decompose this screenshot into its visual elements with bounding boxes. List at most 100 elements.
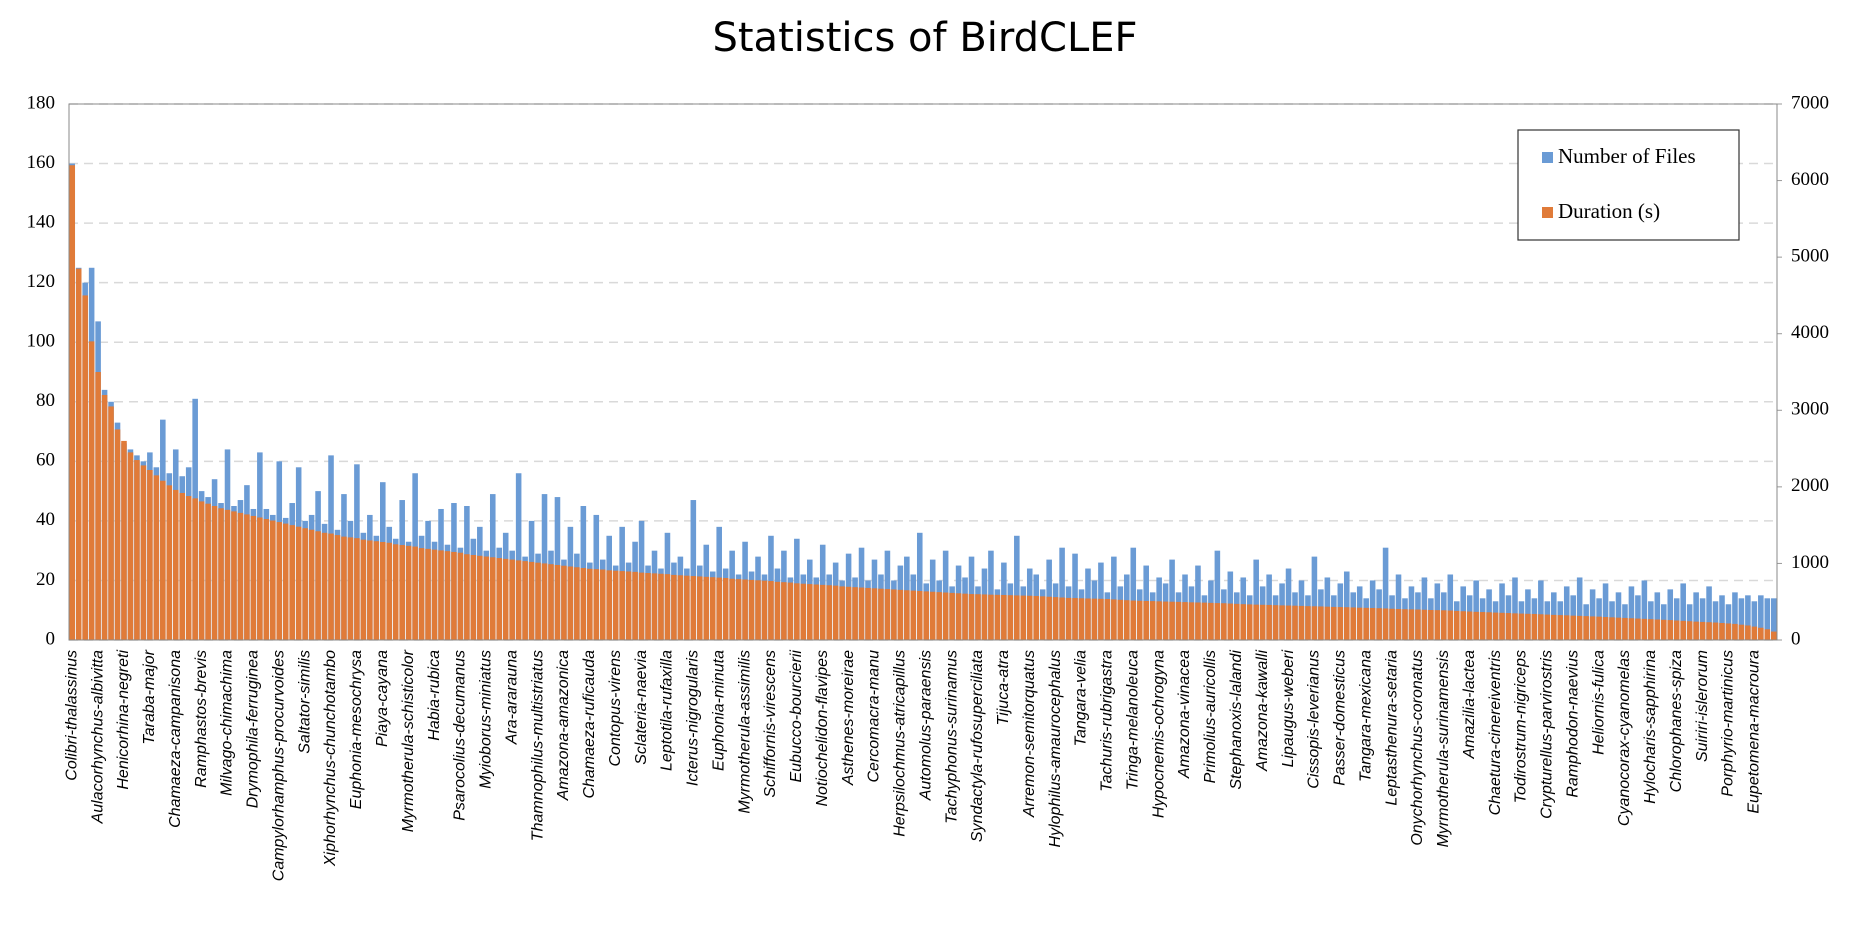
bar bbox=[761, 580, 768, 640]
bar bbox=[1635, 618, 1641, 640]
bar bbox=[367, 540, 373, 640]
bar bbox=[709, 577, 716, 640]
bar bbox=[114, 429, 121, 640]
y2-tick-label: 4000 bbox=[1791, 322, 1829, 343]
bar bbox=[101, 394, 108, 640]
bar bbox=[955, 593, 962, 640]
y2-tick-label: 6000 bbox=[1791, 169, 1829, 190]
bar bbox=[244, 514, 250, 640]
bar bbox=[386, 542, 393, 640]
x-tick-label: Chlorophanes-spiza bbox=[1668, 650, 1685, 792]
bar bbox=[1505, 613, 1512, 640]
bar bbox=[444, 551, 451, 640]
bar bbox=[819, 584, 826, 640]
bar bbox=[425, 548, 431, 640]
y2-tick-label: 0 bbox=[1791, 628, 1801, 649]
bar bbox=[1770, 631, 1777, 640]
bar bbox=[1020, 595, 1027, 640]
bar bbox=[599, 569, 606, 640]
bar bbox=[1680, 620, 1686, 640]
y-tick-label: 40 bbox=[36, 509, 55, 530]
bar bbox=[929, 591, 936, 640]
bar bbox=[1428, 609, 1434, 640]
bar bbox=[858, 587, 865, 640]
bar bbox=[1052, 597, 1059, 640]
bar bbox=[1531, 613, 1538, 640]
x-tick-label: Amazona-amazonica bbox=[555, 650, 572, 801]
bar bbox=[1732, 623, 1738, 640]
bar bbox=[936, 592, 942, 640]
x-tick-label: Taraba-major bbox=[141, 649, 158, 744]
bar bbox=[1214, 603, 1221, 640]
bar bbox=[224, 509, 231, 640]
x-tick-label: Schiffornis-virescens bbox=[762, 650, 779, 798]
x-tick-label: Passer-domesticus bbox=[1332, 650, 1349, 786]
bar bbox=[1738, 624, 1745, 640]
bar bbox=[140, 465, 147, 640]
bar bbox=[1648, 619, 1654, 640]
bar bbox=[806, 584, 813, 640]
bar bbox=[1563, 586, 1570, 640]
bar bbox=[697, 576, 703, 640]
x-tick-label: Hypocnemis-ochrogyna bbox=[1150, 650, 1167, 818]
bar bbox=[1039, 596, 1046, 640]
bar bbox=[1195, 602, 1201, 640]
bar bbox=[431, 549, 438, 640]
bar bbox=[949, 592, 955, 640]
bar bbox=[1130, 547, 1137, 640]
x-tick-label: Crypturellus-parvirostris bbox=[1539, 650, 1556, 819]
bar bbox=[1738, 598, 1745, 640]
y2-tick-label: 2000 bbox=[1791, 475, 1829, 496]
x-tick-label: Hylocharis-sapphirina bbox=[1642, 650, 1659, 804]
x-tick-label: Icterus-nigrogularis bbox=[685, 650, 702, 786]
bar bbox=[1240, 604, 1247, 640]
bar bbox=[664, 574, 671, 640]
bar bbox=[69, 165, 76, 640]
bar bbox=[1764, 629, 1771, 640]
bar bbox=[1065, 597, 1072, 640]
bar bbox=[684, 575, 690, 640]
bar bbox=[328, 533, 334, 640]
bar bbox=[1078, 598, 1085, 640]
bar bbox=[1343, 607, 1350, 640]
bar bbox=[1182, 602, 1188, 640]
bar bbox=[1538, 614, 1544, 640]
bar bbox=[509, 559, 515, 640]
bar bbox=[962, 593, 968, 640]
bar bbox=[1544, 614, 1551, 640]
bar bbox=[1143, 600, 1149, 640]
bar bbox=[1104, 599, 1111, 640]
bar bbox=[1589, 589, 1596, 640]
bar bbox=[1447, 610, 1454, 640]
bar bbox=[354, 538, 360, 640]
bar bbox=[787, 582, 794, 640]
bar bbox=[593, 569, 600, 640]
bar bbox=[703, 576, 710, 640]
bar bbox=[205, 503, 211, 640]
y2-tick-label: 7000 bbox=[1791, 92, 1829, 113]
x-tick-label: Amazona-kawalli bbox=[1254, 650, 1271, 772]
bar bbox=[1525, 613, 1531, 640]
bar bbox=[392, 544, 399, 640]
bar bbox=[923, 591, 930, 640]
x-tick-label: Campylorhamphus-procurvoides bbox=[270, 650, 287, 881]
bar bbox=[489, 557, 496, 640]
y-tick-label: 100 bbox=[27, 331, 56, 352]
bar bbox=[1479, 612, 1486, 640]
bar bbox=[82, 295, 88, 640]
x-tick-label: Suiriri-islerorum bbox=[1694, 650, 1711, 762]
legend-swatch bbox=[1542, 152, 1553, 163]
bar bbox=[1460, 611, 1467, 640]
x-tick-label: Chamaeza-ruficauda bbox=[581, 650, 598, 799]
bar bbox=[1615, 592, 1622, 640]
bar bbox=[1453, 610, 1460, 640]
bar bbox=[638, 572, 645, 640]
bar bbox=[1253, 604, 1259, 640]
bar bbox=[1602, 583, 1609, 640]
bar bbox=[1227, 603, 1234, 640]
bar bbox=[1589, 616, 1596, 640]
bar bbox=[1311, 556, 1318, 640]
bar bbox=[981, 594, 988, 640]
x-tick-label: Henicorhina-negreti bbox=[115, 650, 132, 790]
